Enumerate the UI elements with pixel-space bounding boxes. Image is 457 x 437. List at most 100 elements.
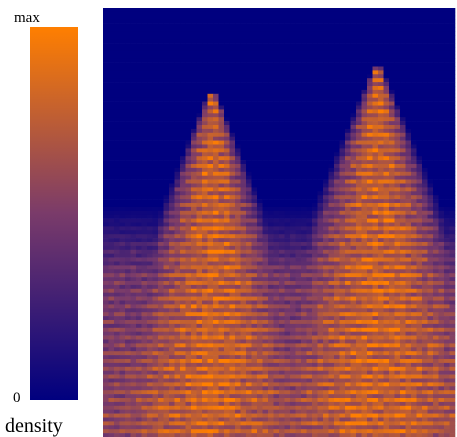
heatmap-cell — [114, 93, 120, 98]
heatmap-cell — [268, 27, 274, 32]
heatmap-cell — [367, 39, 373, 44]
heatmap-cell — [290, 245, 296, 251]
heatmap-cell — [207, 93, 214, 98]
heatmap-cell — [163, 167, 170, 173]
heatmap-cell — [224, 222, 230, 227]
heatmap-cell — [202, 191, 208, 196]
heatmap-cell — [301, 128, 307, 134]
heatmap-cell — [290, 234, 296, 239]
heatmap-cell — [306, 62, 313, 67]
heatmap-cell — [339, 171, 346, 176]
heatmap-cell — [119, 58, 126, 63]
heatmap-cell — [334, 93, 340, 98]
heatmap-cell — [108, 226, 115, 231]
heatmap-cell — [136, 27, 142, 32]
heatmap-cell — [427, 308, 434, 313]
heatmap-cell — [119, 210, 126, 215]
heatmap-cell — [235, 171, 241, 176]
heatmap-cell — [185, 175, 192, 180]
heatmap-cell — [147, 191, 153, 196]
heatmap-cell — [152, 230, 159, 235]
heatmap-cell — [163, 288, 170, 293]
heatmap-cell — [334, 167, 340, 173]
heatmap-cell — [207, 160, 214, 165]
heatmap-cell — [257, 284, 263, 290]
heatmap-cell — [141, 308, 148, 313]
heatmap-cell — [438, 19, 445, 24]
heatmap-cell — [378, 269, 384, 274]
heatmap-cell — [361, 277, 368, 282]
heatmap-cell — [130, 11, 137, 17]
heatmap-cell — [125, 11, 131, 17]
heatmap-cell — [240, 70, 247, 75]
heatmap-cell — [141, 242, 148, 247]
heatmap-cell — [301, 43, 307, 48]
heatmap-cell — [207, 281, 214, 286]
heatmap-cell — [257, 288, 263, 293]
heatmap-cell — [108, 136, 115, 141]
heatmap-cell — [119, 8, 126, 13]
heatmap-cell — [196, 199, 203, 204]
heatmap-cell — [158, 89, 164, 95]
heatmap-cell — [103, 93, 109, 98]
heatmap-cell — [339, 281, 346, 286]
heatmap-cell — [328, 86, 335, 91]
heatmap-cell — [147, 15, 153, 20]
heatmap-cell — [240, 31, 247, 36]
heatmap-cell — [345, 284, 351, 290]
heatmap-cell — [405, 113, 412, 118]
heatmap-cell — [284, 89, 291, 95]
heatmap-cell — [389, 245, 395, 251]
heatmap-cell — [361, 175, 368, 180]
heatmap-cell — [224, 109, 230, 114]
heatmap-cell — [334, 164, 340, 169]
heatmap-cell — [345, 19, 351, 24]
heatmap-cell — [152, 206, 159, 212]
heatmap-cell — [262, 31, 269, 36]
heatmap-cell — [229, 156, 236, 161]
heatmap-cell — [130, 82, 137, 87]
heatmap-cell — [114, 97, 120, 102]
heatmap-cell — [235, 140, 241, 145]
heatmap-cell — [224, 11, 230, 17]
heatmap-cell — [180, 199, 186, 204]
heatmap-cell — [345, 58, 351, 63]
heatmap-cell — [257, 23, 263, 28]
heatmap-cell — [405, 89, 412, 95]
heatmap-cell — [163, 214, 170, 219]
heatmap-cell — [383, 187, 390, 192]
heatmap-cell — [273, 308, 280, 313]
heatmap-cell — [125, 222, 131, 227]
heatmap-cell — [136, 183, 142, 188]
heatmap-cell — [240, 230, 247, 235]
heatmap-cell — [394, 277, 401, 282]
heatmap-cell — [257, 19, 263, 24]
heatmap-cell — [405, 257, 412, 262]
heatmap-cell — [361, 58, 368, 63]
heatmap-cell — [345, 50, 351, 56]
heatmap-cell — [345, 281, 351, 286]
heatmap-cell — [163, 242, 170, 247]
heatmap-cell — [130, 35, 137, 40]
heatmap-cell — [169, 105, 175, 110]
heatmap-cell — [213, 93, 219, 98]
heatmap-cell — [383, 164, 390, 169]
heatmap-cell — [103, 66, 109, 71]
heatmap-cell — [158, 292, 164, 297]
heatmap-cell — [196, 191, 203, 196]
heatmap-cell — [383, 43, 390, 48]
heatmap-cell — [202, 101, 208, 106]
heatmap-cell — [361, 273, 368, 278]
heatmap-cell — [158, 218, 164, 223]
heatmap-cell — [108, 105, 115, 110]
heatmap-cell — [306, 179, 313, 184]
heatmap-cell — [180, 269, 186, 274]
heatmap-cell — [268, 70, 274, 75]
heatmap-cell — [130, 31, 137, 36]
heatmap-cell — [361, 191, 368, 196]
heatmap-cell — [119, 214, 126, 219]
heatmap-cell — [196, 160, 203, 165]
heatmap-cell — [345, 113, 351, 118]
heatmap-cell — [438, 265, 445, 270]
heatmap-cell — [323, 195, 329, 200]
